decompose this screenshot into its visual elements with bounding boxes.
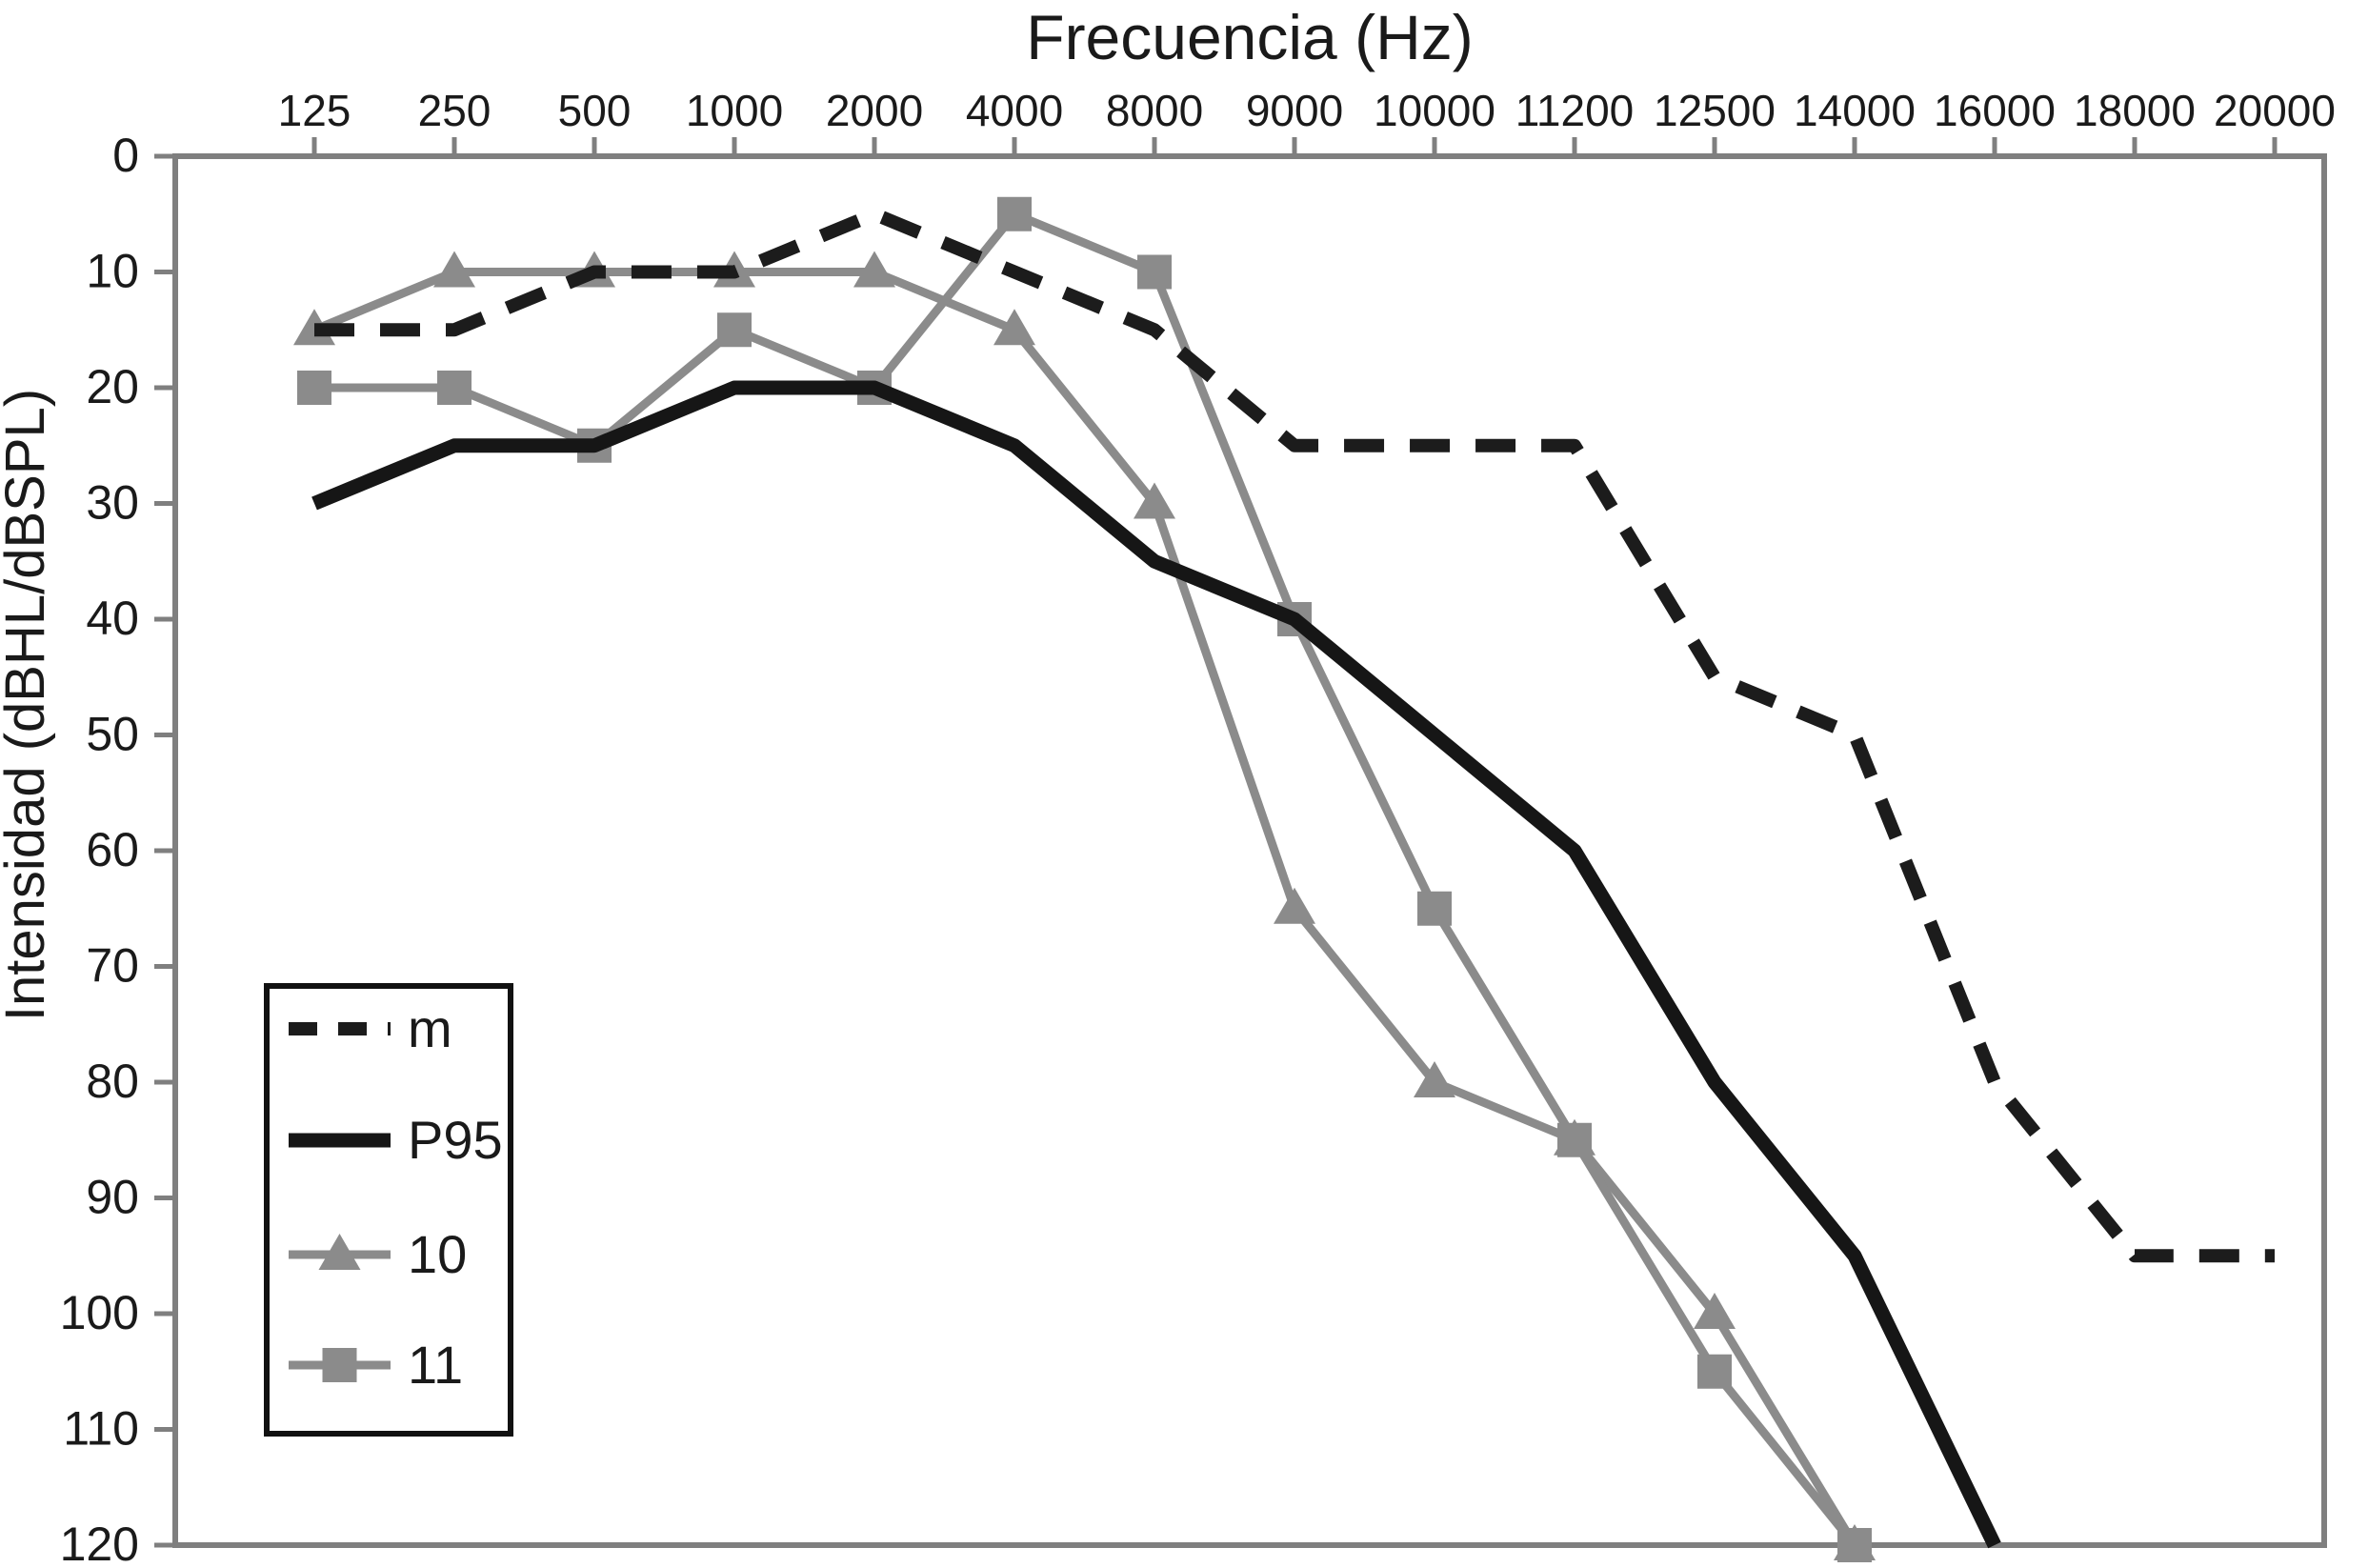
square-marker (1837, 1528, 1872, 1562)
y-tick-label: 30 (86, 476, 139, 530)
square-marker (1137, 254, 1172, 290)
square-marker (1557, 1122, 1592, 1157)
x-tick-label: 125 (278, 86, 351, 135)
x-tick-label: 4000 (966, 86, 1063, 135)
y-tick-label: 70 (86, 939, 139, 993)
square-marker (297, 371, 331, 405)
y-tick-label: 40 (86, 592, 139, 645)
x-tick-label: 2000 (826, 86, 923, 135)
series-line-11 (314, 210, 1858, 1548)
y-tick-label: 0 (112, 129, 139, 182)
triangle-marker (318, 1234, 361, 1270)
legend: m P95 10 11 (264, 983, 513, 1437)
legend-label-P95: P95 (408, 1110, 503, 1170)
chart-title: Frecuencia (Hz) (1026, 2, 1473, 72)
y-tick-label: 100 (60, 1286, 139, 1339)
y-tick-label: 80 (86, 1055, 139, 1108)
square-marker (322, 1348, 357, 1382)
y-tick-label: 20 (86, 360, 139, 413)
x-tick-label: 20000 (2214, 86, 2336, 135)
y-tick-label: 60 (86, 823, 139, 876)
x-tick-label: 12500 (1654, 86, 1776, 135)
y-tick-label: 120 (60, 1518, 139, 1568)
legend-label-10: 10 (408, 1224, 467, 1284)
x-axis-ticks: 125 250 500 1000 2000 4000 8000 9000 10000 11200 1… (278, 86, 2336, 156)
series-m (314, 207, 2275, 1263)
square-marker (1417, 891, 1452, 926)
triangle-marker (993, 309, 1035, 346)
square-marker (1697, 1354, 1732, 1389)
legend-box (264, 983, 513, 1437)
y-tick-label: 50 (86, 708, 139, 761)
square-marker (997, 196, 1032, 231)
legend-label-11: 11 (408, 1335, 463, 1395)
triangle-marker (433, 251, 475, 288)
series-line-P95 (311, 380, 2001, 1549)
triangle-marker (1694, 1293, 1736, 1329)
square-marker (717, 312, 752, 348)
y-tick-label: 10 (86, 245, 139, 298)
x-tick-label: 11200 (1515, 86, 1635, 135)
x-tick-label: 9000 (1246, 86, 1343, 135)
triangle-marker (1134, 482, 1175, 519)
square-marker (437, 371, 472, 405)
y-axis-ticks: 0 10 20 30 40 50 60 70 80 90 100 110 120 (60, 129, 175, 1568)
y-tick-label: 90 (86, 1171, 139, 1224)
y-tick-label: 110 (63, 1402, 139, 1456)
triangle-marker (1274, 887, 1315, 924)
x-tick-label: 8000 (1106, 86, 1203, 135)
x-tick-label: 10000 (1374, 86, 1495, 135)
x-tick-label: 1000 (686, 86, 783, 135)
triangle-marker (1414, 1061, 1455, 1097)
series-line-10 (312, 268, 1858, 1548)
series-P95 (311, 380, 2001, 1549)
x-tick-label: 18000 (2074, 86, 2196, 135)
y-axis-title: Intensidad (dBHL/dBSPL) (0, 389, 56, 1021)
x-tick-label: 500 (558, 86, 632, 135)
x-tick-label: 16000 (1934, 86, 2056, 135)
series-line-m (314, 207, 2275, 1263)
x-tick-label: 250 (418, 86, 492, 135)
legend-label-m: m (408, 998, 452, 1058)
triangle-marker (853, 251, 895, 288)
x-tick-label: 14000 (1794, 86, 1916, 135)
